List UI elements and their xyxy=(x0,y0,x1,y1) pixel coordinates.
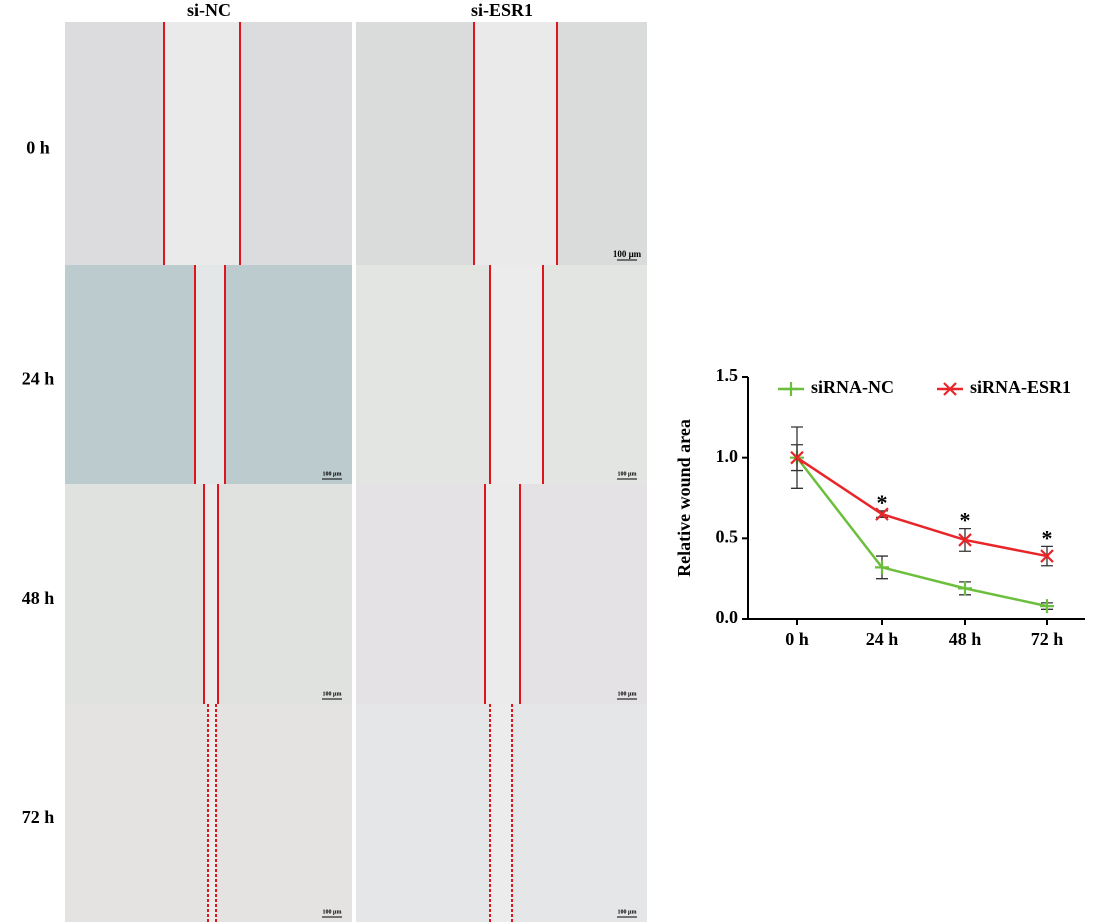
wound-gap xyxy=(485,484,520,704)
legend-label: siRNA-ESR1 xyxy=(970,377,1071,397)
y-tick-label: 0.0 xyxy=(716,607,739,627)
marker xyxy=(784,382,798,396)
row-label: 72 h xyxy=(22,807,55,827)
wound-gap xyxy=(208,704,216,922)
significance: * xyxy=(877,490,888,515)
x-tick-label: 24 h xyxy=(866,629,899,649)
scale-bar-label: 100 μm xyxy=(613,249,642,259)
wound-gap xyxy=(164,22,240,265)
y-tick-label: 1.0 xyxy=(716,446,739,466)
marker xyxy=(875,560,889,575)
scale-bar-label: 100 μm xyxy=(618,691,637,697)
wound-gap xyxy=(204,484,218,704)
marker xyxy=(958,581,972,596)
marker xyxy=(1040,549,1054,563)
x-tick-label: 72 h xyxy=(1031,629,1064,649)
y-tick-label: 1.5 xyxy=(716,365,739,385)
row-label: 0 h xyxy=(26,138,50,158)
marker xyxy=(790,450,804,465)
row-label: 48 h xyxy=(22,588,55,608)
column-label: si-ESR1 xyxy=(471,0,533,20)
wound-gap xyxy=(490,704,512,922)
scale-bar-label: 100 μm xyxy=(323,909,342,915)
wound-gap xyxy=(195,265,225,484)
significance: * xyxy=(960,508,971,533)
x-tick-label: 48 h xyxy=(949,629,982,649)
marker xyxy=(875,507,889,521)
series-line xyxy=(796,456,1048,608)
marker xyxy=(958,533,972,547)
significance: * xyxy=(1042,525,1053,550)
scale-bar-label: 100 μm xyxy=(618,471,637,477)
scale-bar-label: 100 μm xyxy=(323,691,342,697)
scale-bar-label: 100 μm xyxy=(323,471,342,477)
wound-gap xyxy=(490,265,543,484)
marker xyxy=(943,382,957,396)
wound-gap xyxy=(474,22,557,265)
y-tick-label: 0.5 xyxy=(716,526,739,546)
series-line xyxy=(796,456,1048,558)
marker xyxy=(1040,599,1054,614)
column-label: si-NC xyxy=(187,0,231,20)
legend-label: siRNA-NC xyxy=(811,377,894,397)
scale-bar-label: 100 μm xyxy=(618,909,637,915)
x-tick-label: 0 h xyxy=(785,629,809,649)
row-label: 24 h xyxy=(22,369,55,389)
y-axis-label: Relative wound area xyxy=(674,419,694,577)
